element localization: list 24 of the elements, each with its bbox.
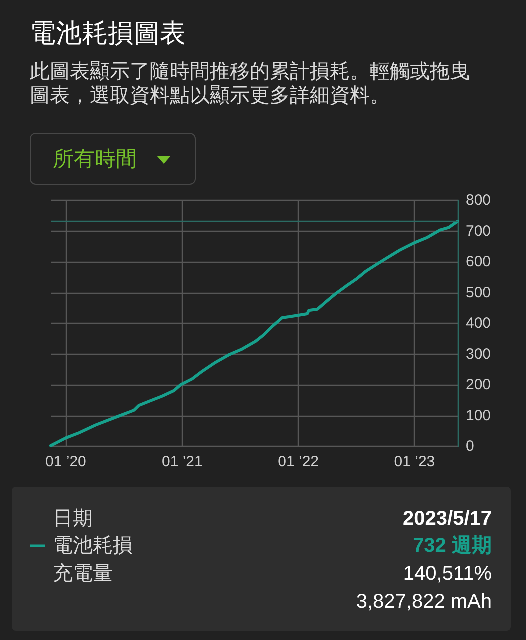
x-tick-label: 01 ’22 xyxy=(278,454,320,470)
y-tick-label: 400 xyxy=(466,315,492,332)
text: 140,511% xyxy=(403,562,492,586)
line-series xyxy=(50,220,460,448)
x-tick-label: 01 ’23 xyxy=(394,454,436,470)
text: 2023/5/17 xyxy=(403,507,492,531)
y-tick-label: 100 xyxy=(466,407,492,424)
x-tick-label: 01 ’21 xyxy=(162,454,203,470)
text: 充電量 xyxy=(53,562,113,586)
y-tick-label: 700 xyxy=(466,222,492,240)
legend-label: 電池耗損 xyxy=(53,535,133,557)
text: 所有時間 xyxy=(53,147,137,173)
chart-subtitle: 此圖表顯示了隨時間推移的累計損耗。輕觸或拖曳圖表，選取資料點以顯示更多詳細資料。 xyxy=(30,60,471,108)
text: 3,827,822 mAh xyxy=(356,590,492,614)
y-tick-label: 600 xyxy=(466,254,492,270)
text: 732 週期 xyxy=(413,534,492,558)
y-tick-label: 800 xyxy=(466,192,492,209)
chart-title: 電池耗損圖表 xyxy=(30,18,186,48)
text: 日期 xyxy=(53,507,93,531)
y-tick-label: 500 xyxy=(466,284,492,302)
y-tick-label: 200 xyxy=(466,376,492,394)
y-tick-label: 300 xyxy=(466,346,492,363)
x-tick-label: 01 ’20 xyxy=(46,454,86,470)
y-tick-label: 0 xyxy=(466,438,474,455)
